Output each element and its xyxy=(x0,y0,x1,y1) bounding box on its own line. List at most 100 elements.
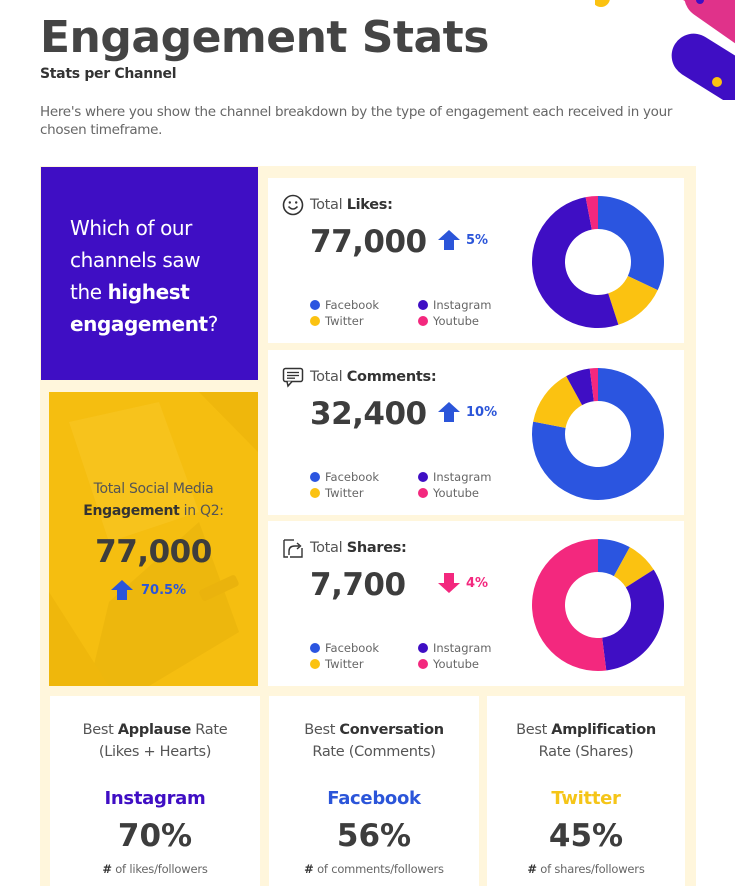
total-label-rest: in Q2: xyxy=(179,503,224,519)
legend-item-twitter: Twitter xyxy=(310,657,418,671)
total-engagement-card: Total Social Media Engagement in Q2: 77,… xyxy=(49,392,258,686)
rate-channel: Instagram xyxy=(104,788,206,809)
legend-dot xyxy=(310,659,320,669)
stat-label-plain: Total xyxy=(310,197,347,213)
legend-label: Twitter xyxy=(325,314,364,328)
legend-dot xyxy=(310,300,320,310)
likes-donut-chart xyxy=(532,196,664,328)
question-emphasis: engagement xyxy=(70,312,208,336)
rate-title-bold: Conversation xyxy=(339,722,444,738)
legend-label: Facebook xyxy=(325,470,380,484)
legend-item-facebook: Facebook xyxy=(310,641,418,655)
donut-segment-youtube xyxy=(532,539,607,671)
rate-percentage: 56% xyxy=(336,818,412,854)
question-line-1: Which of our xyxy=(70,216,193,240)
rate-card-amplification: Best Amplification Rate (Shares) Twitter… xyxy=(487,696,685,886)
legend-dot xyxy=(418,472,428,482)
stat-card-likes: Total Likes: 77,000 5% Facebook Instagra… xyxy=(268,178,684,343)
donut-segment-twitter xyxy=(613,547,654,588)
stat-card-comments: Total Comments: 32,400 10% Facebook Inst… xyxy=(268,350,684,515)
donut-segment-instagram xyxy=(602,569,664,671)
donut-segment-facebook xyxy=(598,539,630,577)
question-emphasis: highest xyxy=(107,280,190,304)
rate-note-text: of comments/followers xyxy=(313,862,444,876)
total-engagement-value: 77,000 xyxy=(95,534,212,570)
legend-label: Instagram xyxy=(433,641,492,655)
smiley-icon xyxy=(282,194,304,216)
rate-title-plain: Best xyxy=(516,722,552,738)
stat-label-plain: Total xyxy=(310,540,347,556)
rate-title-plain: Best xyxy=(82,722,118,738)
legend-label: Facebook xyxy=(325,298,380,312)
question-block: Which of our channels saw the highest en… xyxy=(41,167,258,380)
rate-title-rest: Rate xyxy=(190,722,228,738)
legend-label: Youtube xyxy=(433,314,479,328)
donut-segment-facebook xyxy=(532,368,664,500)
stat-header: Total Comments: xyxy=(282,366,437,388)
total-label-bold: Engagement xyxy=(83,503,180,519)
rate-card-conversation: Best Conversation Rate (Comments) Facebo… xyxy=(269,696,479,886)
stat-change-value: 5% xyxy=(466,232,489,248)
legend-item-youtube: Youtube xyxy=(418,657,518,671)
legend-item-facebook: Facebook xyxy=(310,298,418,312)
rate-subtitle: (Likes + Hearts) xyxy=(98,744,212,760)
arrow-down-icon xyxy=(438,573,460,593)
legend-label: Twitter xyxy=(325,486,364,500)
legend-item-instagram: Instagram xyxy=(418,298,518,312)
rate-percentage: 45% xyxy=(548,818,624,854)
stat-value: 32,400 xyxy=(310,396,427,432)
legend-item-youtube: Youtube xyxy=(418,314,518,328)
question-line-4: engagement? xyxy=(70,308,258,340)
question-line-3: the highest xyxy=(70,276,258,308)
rate-title-plain: Best xyxy=(304,722,340,738)
total-label-line-1: Total Social Media xyxy=(93,481,214,497)
question-line-2: channels saw xyxy=(70,248,201,272)
legend-label: Instagram xyxy=(433,298,492,312)
legend-dot xyxy=(310,316,320,326)
donut-segment-facebook xyxy=(598,196,664,291)
stat-label-bold: Likes: xyxy=(346,197,393,213)
comments-donut-chart xyxy=(532,368,664,500)
stat-change-value: 4% xyxy=(466,575,489,591)
hash-symbol: # xyxy=(304,862,314,876)
stat-label: Total Likes: xyxy=(310,197,393,213)
question-text: the xyxy=(70,280,108,304)
stat-label-plain: Total xyxy=(310,369,347,385)
rate-card-applause: Best Applause Rate (Likes + Hearts) Inst… xyxy=(50,696,260,886)
legend-item-facebook: Facebook xyxy=(310,470,418,484)
rate-subtitle: Rate (Shares) xyxy=(538,744,634,760)
legend-item-instagram: Instagram xyxy=(418,470,518,484)
rate-channel: Twitter xyxy=(551,788,621,809)
rate-title: Best Conversation xyxy=(269,722,479,738)
rate-note: # of shares/followers xyxy=(487,862,685,876)
stat-value: 77,000 xyxy=(310,224,427,260)
total-label-line-2: Engagement in Q2: xyxy=(49,500,258,522)
legend-label: Instagram xyxy=(433,470,492,484)
share-icon xyxy=(283,539,303,558)
donut-segment-twitter xyxy=(533,376,583,428)
legend-item-twitter: Twitter xyxy=(310,486,418,500)
stat-label: Total Shares: xyxy=(310,540,407,556)
background-illustration xyxy=(49,392,258,686)
total-engagement-label: Total Social Media Engagement in Q2: xyxy=(49,478,258,522)
rate-title: Best Applause Rate xyxy=(50,722,260,738)
page-description: Here's where you show the channel breakd… xyxy=(40,104,673,138)
donut-segment-instagram xyxy=(532,197,619,328)
rate-channel: Facebook xyxy=(327,788,421,809)
legend-label: Youtube xyxy=(433,486,479,500)
legend-dot xyxy=(310,488,320,498)
rate-note: # of likes/followers xyxy=(50,862,260,876)
legend-dot xyxy=(418,643,428,653)
stat-value: 7,700 xyxy=(310,567,406,603)
legend-item-twitter: Twitter xyxy=(310,314,418,328)
legend-dot xyxy=(310,472,320,482)
arrow-up-icon xyxy=(438,402,460,422)
legend-dot xyxy=(418,659,428,669)
question-mark: ? xyxy=(207,312,219,336)
legend-item-instagram: Instagram xyxy=(418,641,518,655)
stat-header: Total Likes: xyxy=(282,194,393,216)
rate-title-bold: Amplification xyxy=(551,722,656,738)
stat-change-value: 10% xyxy=(466,404,498,420)
stat-label-bold: Comments: xyxy=(346,369,437,385)
chart-legend: Facebook Instagram Twitter Youtube xyxy=(310,298,500,328)
